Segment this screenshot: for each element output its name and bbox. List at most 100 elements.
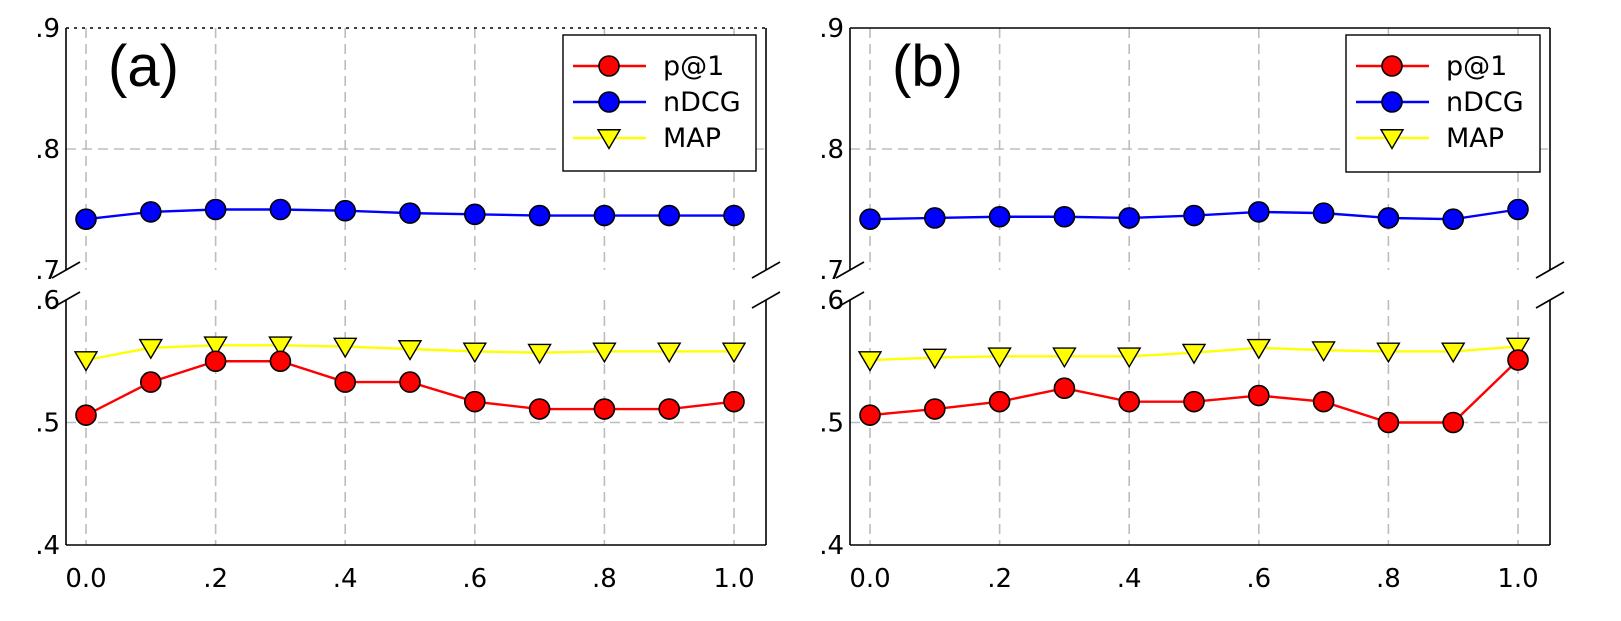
data-point: [593, 204, 616, 227]
data-point: [723, 204, 745, 227]
data-point: [1312, 390, 1335, 413]
data-point: [462, 342, 488, 364]
x-tick-label: .6: [1246, 564, 1271, 594]
y-tick-label: .6: [819, 286, 844, 316]
data-point: [1053, 205, 1076, 228]
data-point: [1312, 202, 1335, 224]
x-tick-label: .2: [987, 564, 1012, 594]
data-point: [1377, 207, 1400, 229]
legend-marker: [1381, 91, 1403, 113]
legend-marker: [598, 55, 620, 77]
legend-marker: [598, 91, 620, 113]
data-point: [399, 371, 421, 393]
data-point: [988, 205, 1011, 228]
data-point: [1052, 347, 1077, 369]
data-point: [988, 390, 1011, 413]
axes-frame: [835, 27, 1565, 546]
data-point: [1183, 204, 1205, 227]
panel-label: (a): [108, 34, 179, 99]
data-point: [593, 398, 616, 420]
data-point: [204, 198, 227, 221]
axes-frame: [51, 27, 781, 546]
data-point: [138, 338, 164, 360]
y-tick-label: .9: [819, 14, 844, 44]
x-tick-label: .4: [1117, 564, 1142, 594]
y-tick-label: .7: [35, 256, 60, 286]
legend-marker: [1381, 55, 1403, 77]
data-point: [923, 207, 946, 229]
data-point: [397, 340, 423, 361]
x-tick-label: 0.0: [65, 564, 106, 594]
data-point: [1181, 343, 1207, 365]
data-point: [203, 336, 228, 358]
x-tick-label: .8: [1376, 564, 1401, 594]
panel-label: (b): [892, 34, 963, 99]
data-point: [859, 208, 881, 230]
data-point: [1248, 384, 1270, 407]
legend-marker: [596, 129, 622, 150]
x-tick-label: .6: [462, 564, 487, 594]
data-point: [332, 337, 358, 359]
data-point: [1507, 198, 1529, 221]
series-map: [857, 337, 1531, 372]
legend-box: [1345, 34, 1541, 173]
series-p1: [75, 350, 745, 426]
data-point: [269, 198, 292, 221]
data-point: [1442, 411, 1464, 434]
y-tick-label: .8: [819, 135, 844, 165]
axis-break-mark: [751, 261, 781, 279]
data-point: [857, 351, 883, 372]
legend: p@1 nDCG MAP: [562, 34, 757, 172]
legend-marker: [1379, 129, 1405, 150]
y-tick-label: .7: [819, 256, 844, 286]
data-point: [1377, 411, 1400, 434]
data-point: [140, 371, 162, 393]
data-point: [268, 336, 293, 358]
data-point: [859, 404, 881, 426]
y-tick-label: .4: [819, 531, 844, 561]
legend: p@1 nDCG MAP: [1345, 34, 1541, 173]
series-ndcg: [859, 198, 1529, 230]
x-tick-label: 0.0: [849, 564, 890, 594]
series-map: [73, 336, 747, 372]
data-point: [1246, 338, 1272, 360]
legend-label: MAP: [663, 123, 721, 154]
axis-break-mark: [1535, 291, 1565, 309]
x-tick-label: .8: [592, 564, 617, 594]
data-point: [528, 398, 551, 420]
y-tick-label: .9: [35, 14, 60, 44]
data-point: [204, 350, 227, 373]
x-tick-label: .2: [203, 564, 228, 594]
x-tick-label: 1.0: [713, 564, 754, 594]
y-tick-label: .5: [35, 409, 60, 439]
data-point: [658, 398, 681, 420]
data-point: [592, 342, 617, 364]
legend-label: p@1: [1446, 51, 1507, 82]
data-point: [1053, 377, 1076, 400]
data-point: [923, 398, 946, 420]
data-point: [658, 204, 681, 227]
axis-break-mark: [51, 291, 81, 309]
data-point: [1118, 207, 1140, 229]
data-point: [1505, 337, 1531, 359]
axis-break-mark: [835, 291, 865, 309]
axis-break-mark: [751, 291, 781, 309]
data-point: [723, 390, 745, 413]
data-point: [399, 202, 421, 224]
data-point: [75, 208, 97, 230]
data-point: [73, 351, 99, 372]
data-point: [1507, 349, 1529, 371]
data-point: [1248, 201, 1270, 223]
y-tick-label: .6: [35, 286, 60, 316]
legend-label: nDCG: [663, 87, 741, 118]
data-point: [75, 404, 97, 426]
y-tick-label: .8: [35, 135, 60, 165]
data-point: [334, 371, 357, 393]
data-point: [463, 390, 486, 413]
legend-label: p@1: [663, 51, 724, 82]
y-tick-label: .4: [35, 531, 60, 561]
series-ndcg: [75, 198, 745, 230]
